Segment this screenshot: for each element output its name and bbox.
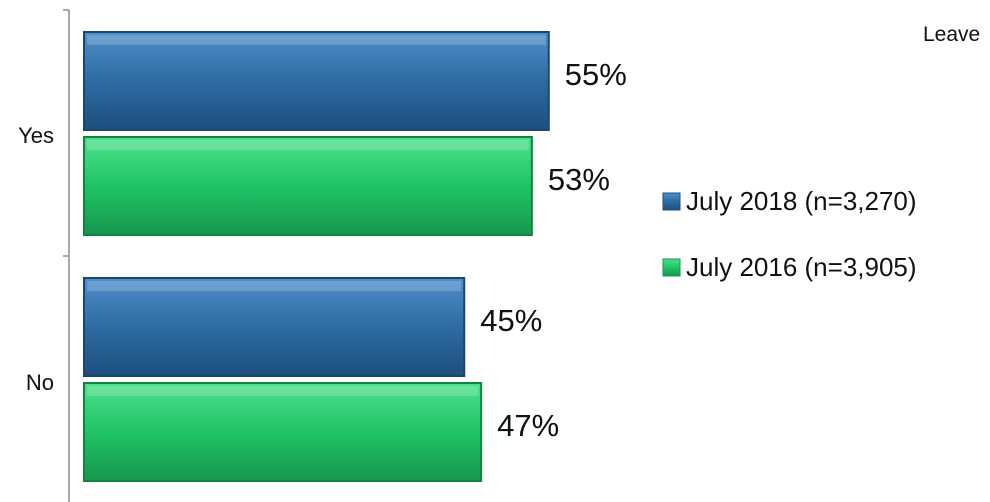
bar-highlight-no-july-2018-n-3-270 (87, 281, 462, 291)
bar-yes-july-2018-n-3-270 (83, 31, 550, 131)
axis-layer (63, 9, 70, 502)
data-label-no-july-2016-n-3-905: 47% (497, 408, 559, 443)
category-label-no: No (26, 370, 54, 395)
bar-highlight-yes-july-2018-n-3-270 (87, 35, 546, 45)
bar-yes-july-2016-n-3-905 (83, 136, 533, 236)
data-label-yes-july-2016-n-3-905: 53% (548, 162, 610, 197)
legend-swatch-july-2016 (662, 258, 681, 277)
category-label-yes: Yes (18, 123, 54, 148)
legend-label-july-2016: July 2016 (n=3,905) (686, 252, 917, 282)
bar-highlight-no-july-2016-n-3-905 (87, 386, 479, 396)
legend-swatch-july-2018 (662, 192, 681, 211)
corner-text: Leave (923, 23, 980, 46)
labels-layer: 55% 53% 45% 47% (480, 57, 627, 443)
legend: July 2018 (n=3,270) July 2016 (n=3,905) (662, 186, 917, 282)
legend-item-july-2018: July 2018 (n=3,270) (662, 186, 917, 216)
legend-label-july-2018: July 2018 (n=3,270) (686, 186, 917, 216)
bar-no-july-2016-n-3-905 (83, 382, 483, 482)
bars-layer (83, 31, 550, 482)
legend-item-july-2016: July 2016 (n=3,905) (662, 252, 917, 282)
data-label-no-july-2018-n-3-270: 45% (480, 303, 542, 338)
data-label-yes-july-2018-n-3-270: 55% (565, 57, 627, 92)
bar-no-july-2018-n-3-270 (83, 277, 466, 377)
bar-highlight-yes-july-2016-n-3-905 (87, 140, 529, 150)
